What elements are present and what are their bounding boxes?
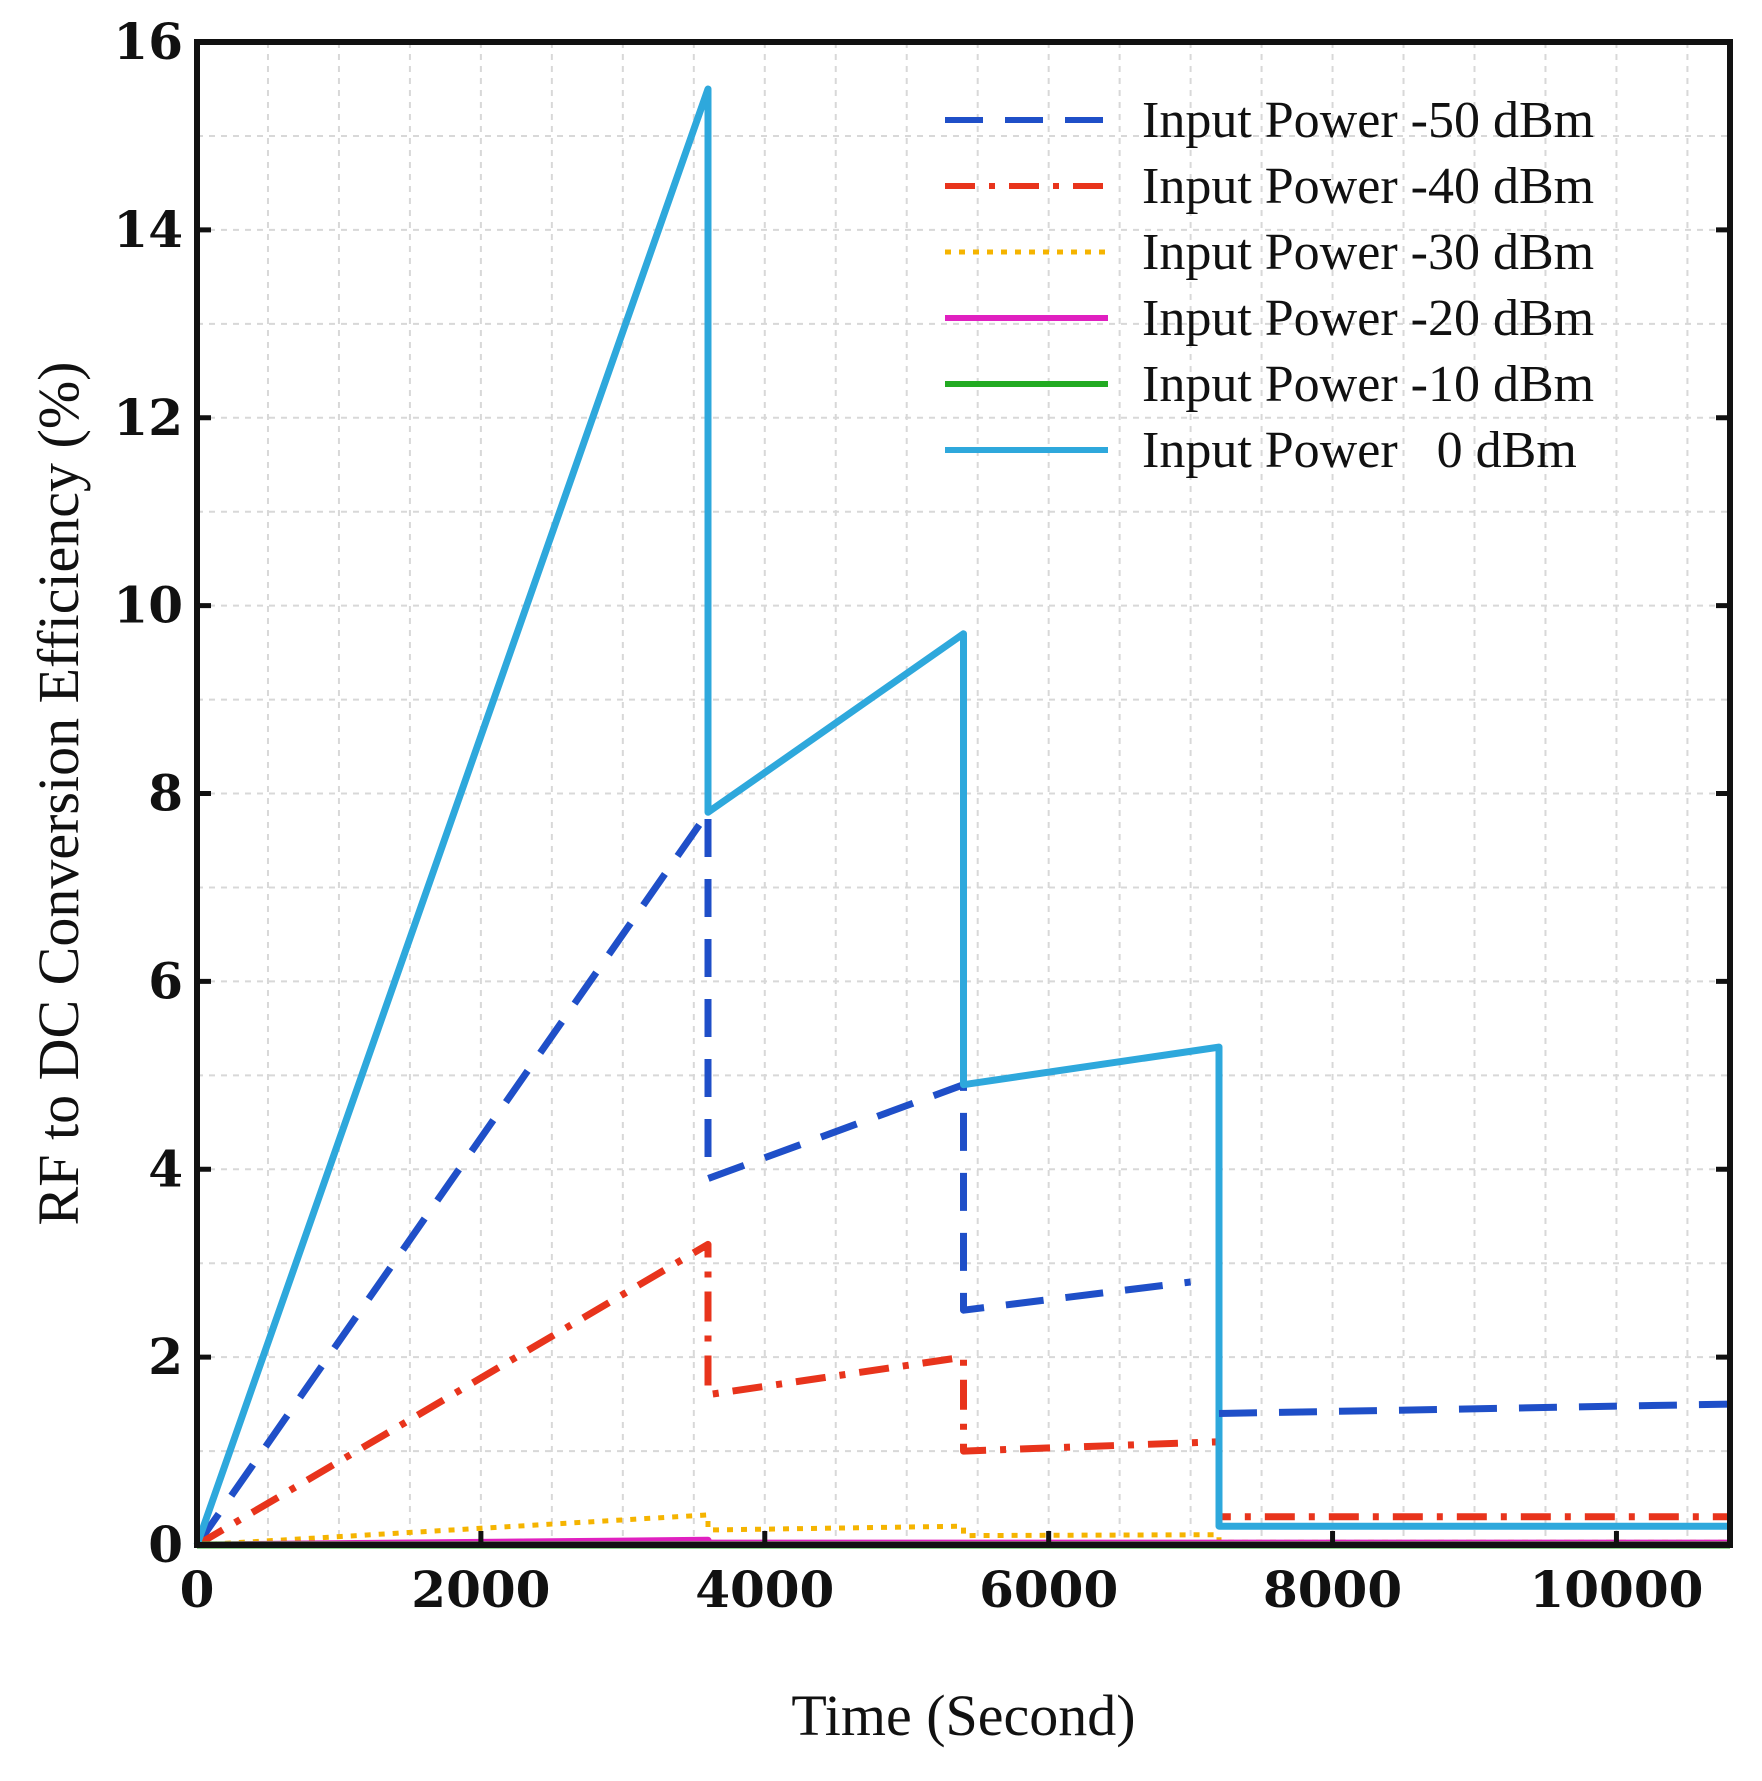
legend: Input Power -50 dBm Input Power -40 dBm In… bbox=[945, 92, 1594, 479]
legend-label-0: Input Power -50 dBm bbox=[1142, 92, 1594, 149]
x-tick-label: 4000 bbox=[695, 1560, 834, 1619]
series-line-0 bbox=[194, 808, 1192, 1548]
legend-label-4: Input Power -10 dBm bbox=[1142, 356, 1594, 413]
y-tick-label: 0 bbox=[148, 1515, 183, 1574]
series-line-5 bbox=[193, 85, 1730, 1547]
y-tick-label: 8 bbox=[148, 764, 183, 823]
x-tick-label: 2000 bbox=[411, 1560, 550, 1619]
legend-label-2: Input Power -30 dBm bbox=[1142, 224, 1594, 281]
axis-ticks: 0 2000 4000 6000 8000 10000 0 2 4 6 8 10 12 14 16 bbox=[113, 12, 1730, 1619]
y-axis-title: RF to DC Conversion Efficiency (%) bbox=[26, 362, 91, 1226]
y-tick-label: 4 bbox=[148, 1139, 183, 1198]
series-line-1 bbox=[195, 1240, 1730, 1549]
y-tick-label: 16 bbox=[113, 12, 183, 71]
y-tick-label: 2 bbox=[148, 1327, 183, 1386]
y-tick-label: 10 bbox=[113, 576, 183, 635]
grid bbox=[196, 41, 1730, 1546]
x-tick-label: 0 bbox=[180, 1560, 215, 1619]
y-tick-label: 6 bbox=[148, 951, 183, 1010]
x-tick-label: 8000 bbox=[1263, 1560, 1402, 1619]
legend-label-1: Input Power -40 dBm bbox=[1142, 158, 1594, 215]
x-axis-title: Time (Second) bbox=[791, 1683, 1135, 1748]
y-tick-label: 12 bbox=[113, 388, 183, 447]
x-tick-label: 6000 bbox=[979, 1560, 1118, 1619]
legend-label-3: Input Power -20 dBm bbox=[1142, 290, 1594, 347]
y-tick-label: 14 bbox=[113, 200, 183, 259]
legend-label-5: Input Power 0 dBm bbox=[1142, 422, 1577, 479]
series-line-6 bbox=[1218, 1400, 1731, 1417]
x-tick-label: 10000 bbox=[1529, 1560, 1703, 1619]
